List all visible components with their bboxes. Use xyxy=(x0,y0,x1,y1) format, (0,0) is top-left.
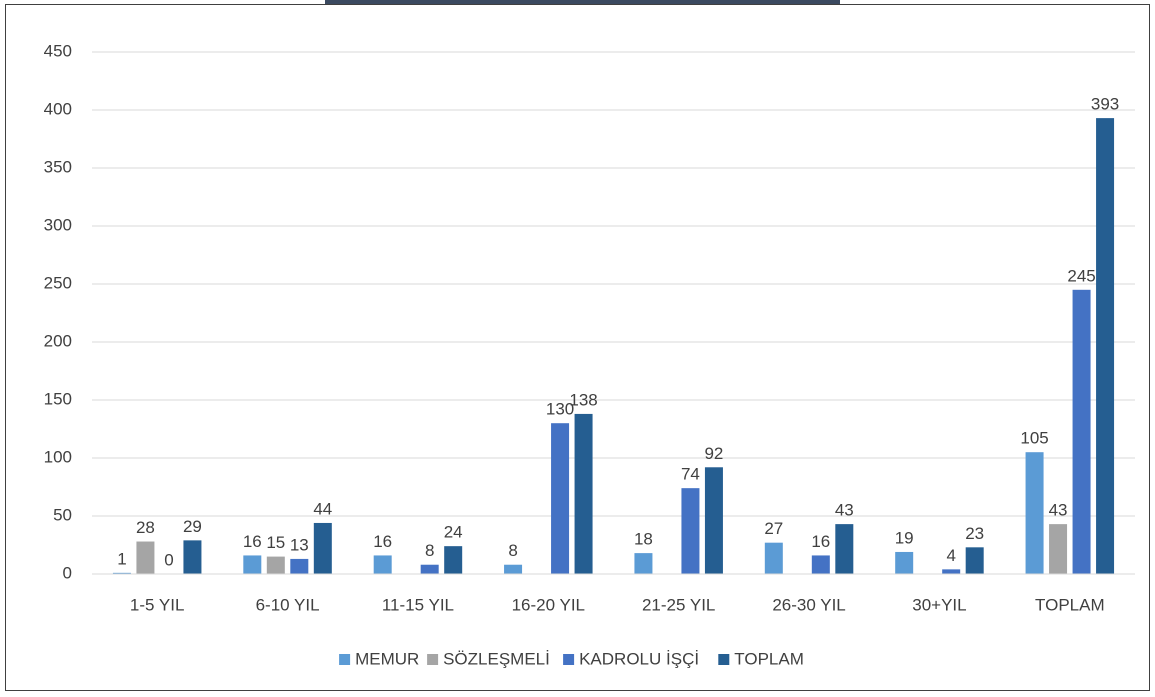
x-tick-label: 26-30 YIL xyxy=(772,595,845,614)
data-label: 27 xyxy=(764,519,783,538)
bar xyxy=(112,572,131,574)
data-label: 44 xyxy=(313,499,332,518)
legend-label: TOPLAM xyxy=(734,649,804,668)
bar xyxy=(764,542,783,574)
legend-label: MEMUR xyxy=(355,649,419,668)
y-tick-label: 150 xyxy=(44,389,72,408)
bar xyxy=(504,564,523,574)
data-label: 138 xyxy=(569,390,597,409)
data-label: 92 xyxy=(704,444,723,463)
y-tick-label: 50 xyxy=(53,505,72,524)
data-label: 8 xyxy=(425,541,434,560)
y-tick-label: 250 xyxy=(44,273,72,292)
y-tick-label: 300 xyxy=(44,215,72,234)
y-tick-label: 200 xyxy=(44,331,72,350)
x-tick-label: 21-25 YIL xyxy=(642,595,715,614)
bar xyxy=(1049,524,1068,574)
bar xyxy=(574,413,593,574)
data-label: 130 xyxy=(546,400,574,419)
bar xyxy=(373,555,392,574)
bar xyxy=(942,569,961,574)
data-label: 1 xyxy=(117,549,126,568)
y-tick-label: 450 xyxy=(44,41,72,60)
data-label: 29 xyxy=(183,517,202,536)
x-tick-label: 11-15 YIL xyxy=(382,595,454,614)
bar xyxy=(551,423,570,574)
bar xyxy=(444,546,463,574)
bar xyxy=(313,522,332,574)
bar xyxy=(243,555,262,574)
y-tick-label: 400 xyxy=(44,99,72,118)
bar xyxy=(266,556,285,574)
legend-swatch xyxy=(718,654,730,665)
data-label: 16 xyxy=(243,532,262,551)
data-label: 13 xyxy=(290,535,309,554)
bar xyxy=(704,467,723,574)
legend-swatch xyxy=(563,654,575,665)
data-label: 24 xyxy=(444,523,463,542)
y-tick-label: 0 xyxy=(63,563,72,582)
bar xyxy=(895,551,914,574)
bar xyxy=(634,553,653,574)
x-tick-label: TOPLAM xyxy=(1035,595,1105,614)
data-label: 43 xyxy=(1049,501,1068,520)
data-label: 0 xyxy=(164,550,173,569)
x-tick-label: 16-20 YIL xyxy=(512,595,585,614)
bar xyxy=(136,541,155,574)
data-label: 16 xyxy=(373,532,392,551)
x-tick-label: 30+YIL xyxy=(912,595,966,614)
data-label: 19 xyxy=(895,528,914,547)
bar xyxy=(290,558,309,574)
data-label: 18 xyxy=(634,530,653,549)
data-label: 4 xyxy=(946,546,955,565)
data-label: 28 xyxy=(136,518,155,537)
bar xyxy=(835,524,854,574)
legend-swatch xyxy=(339,654,351,665)
bar xyxy=(811,555,830,574)
bar xyxy=(965,547,984,574)
legend-label: KADROLU İŞÇİ xyxy=(579,649,699,668)
bar xyxy=(183,540,202,574)
data-label: 15 xyxy=(266,533,285,552)
data-label: 105 xyxy=(1020,429,1048,448)
data-label: 23 xyxy=(965,524,984,543)
bar xyxy=(1072,289,1091,574)
data-label: 8 xyxy=(508,541,517,560)
data-label: 16 xyxy=(811,532,830,551)
data-label: 43 xyxy=(835,501,854,520)
bar xyxy=(1025,452,1044,574)
y-tick-label: 100 xyxy=(44,447,72,466)
data-label: 74 xyxy=(681,465,700,484)
legend-swatch xyxy=(427,654,439,665)
x-tick-label: 1-5 YIL xyxy=(130,595,185,614)
bar xyxy=(420,564,439,574)
x-tick-label: 6-10 YIL xyxy=(256,595,320,614)
header-strip xyxy=(325,0,840,4)
data-label: 245 xyxy=(1067,266,1095,285)
bar xyxy=(1096,118,1115,575)
data-label: 393 xyxy=(1091,95,1119,114)
chart-frame xyxy=(5,4,1150,691)
bar xyxy=(681,488,700,574)
y-tick-label: 350 xyxy=(44,157,72,176)
legend-label: SÖZLEŞMELİ xyxy=(443,649,550,668)
